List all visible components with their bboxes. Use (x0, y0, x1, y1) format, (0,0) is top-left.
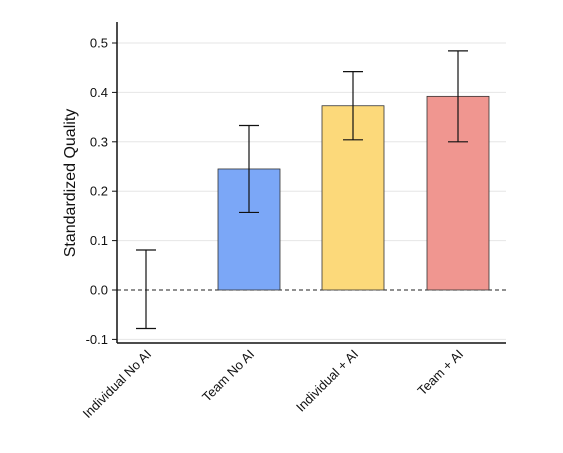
y-tick-label: 0.4 (90, 85, 108, 100)
x-category-label: Individual + AI (293, 347, 361, 415)
x-category-label: Team No AI (199, 347, 257, 405)
y-tick-label: 0.1 (90, 233, 108, 248)
x-axis-category-labels: Individual No AI Team No AI Individual + A… (80, 347, 466, 421)
y-tick-label: -0.1 (86, 332, 108, 347)
y-axis-title: Standardized Quality (62, 109, 79, 258)
y-tick-label: 0.2 (90, 184, 108, 199)
error-bars (136, 50, 468, 330)
x-category-label: Individual No AI (80, 347, 154, 421)
y-tick-label: 0.0 (90, 283, 108, 298)
y-tick-label: 0.3 (90, 134, 108, 149)
grid-lines (117, 42, 506, 340)
y-tick-label: 0.5 (90, 36, 108, 51)
x-category-label: Team + AI (414, 347, 466, 399)
y-axis-ticks: -0.1 0.0 0.1 0.2 0.3 0.4 0.5 (86, 36, 117, 347)
